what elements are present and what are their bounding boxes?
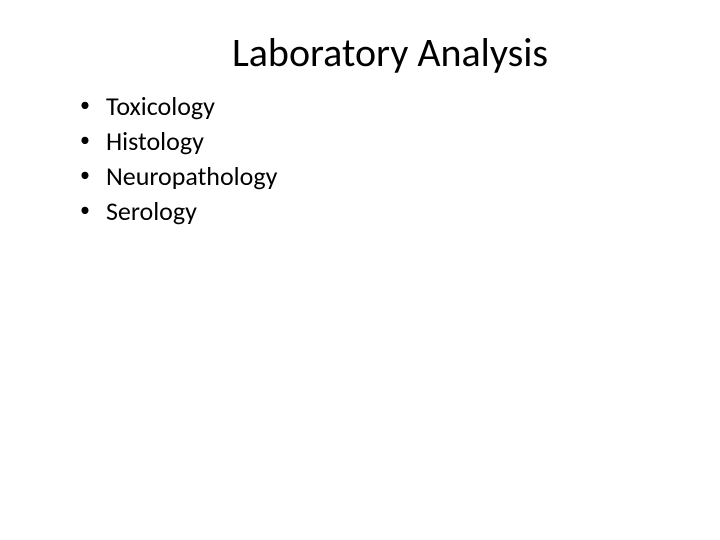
list-item: • Neuropathology — [80, 159, 660, 194]
slide-title: Laboratory Analysis — [120, 28, 660, 77]
bullet-icon: • — [80, 159, 90, 191]
bullet-text: Toxicology — [106, 89, 660, 124]
slide-container: Laboratory Analysis • Toxicology • Histo… — [0, 0, 720, 540]
bullet-icon: • — [80, 89, 90, 121]
list-item: • Toxicology — [80, 89, 660, 124]
list-item: • Histology — [80, 124, 660, 159]
bullet-list: • Toxicology • Histology • Neuropatholog… — [60, 89, 660, 229]
bullet-text: Neuropathology — [106, 159, 660, 194]
bullet-text: Histology — [106, 124, 660, 159]
bullet-text: Serology — [106, 194, 660, 229]
bullet-icon: • — [80, 124, 90, 156]
bullet-icon: • — [80, 194, 90, 226]
list-item: • Serology — [80, 194, 660, 229]
